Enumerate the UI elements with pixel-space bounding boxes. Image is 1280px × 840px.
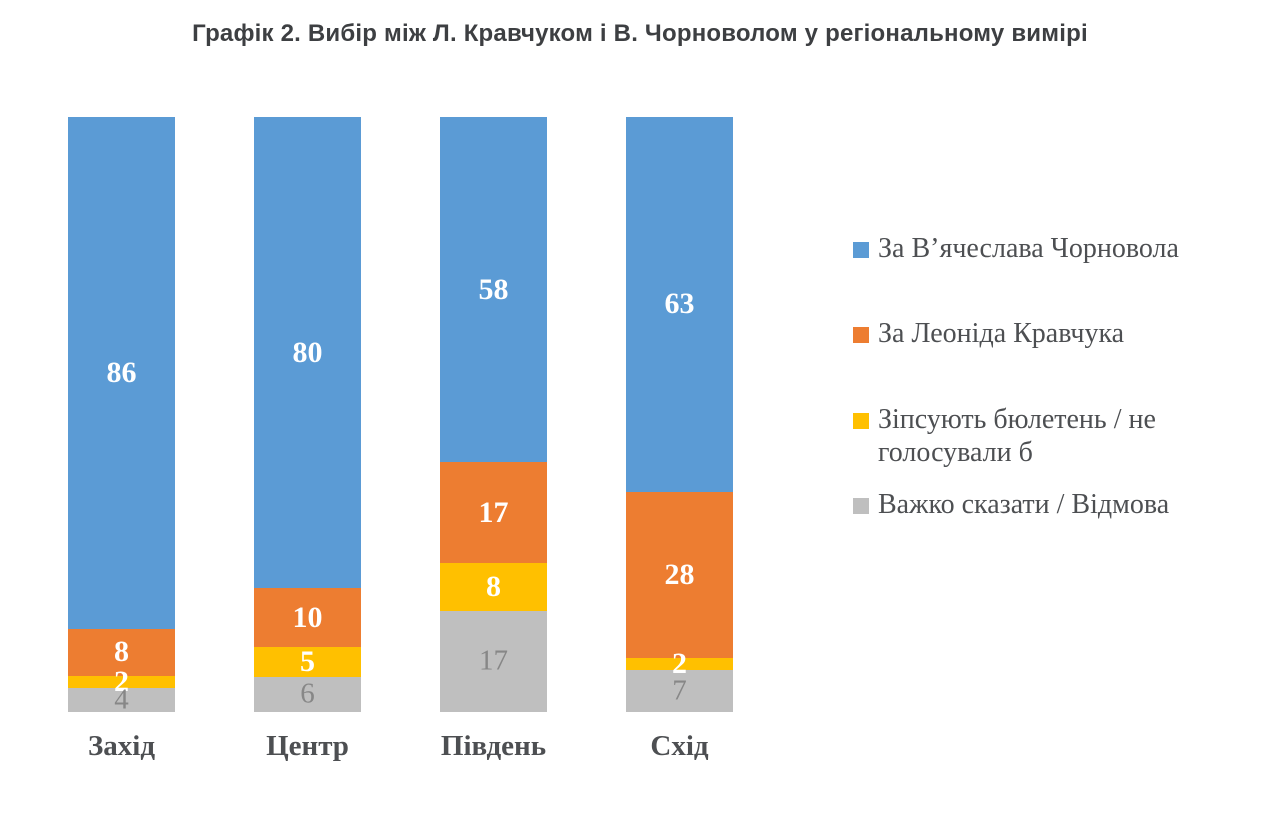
legend-label: Зіпсують бюлетень / не голосували б bbox=[878, 404, 1156, 468]
plot-area: 86 8 2 4 Захід 80 10 5 6 Центр 58 17 8 17 Південь 63 28 2… bbox=[0, 117, 1280, 762]
segment-value-label: 7 bbox=[672, 674, 687, 707]
legend-label: Важко сказати / Відмова bbox=[878, 489, 1170, 520]
bar-segment: 28 bbox=[626, 491, 733, 659]
bar-segment: 63 bbox=[626, 117, 733, 492]
bar-segment: 2 bbox=[626, 649, 733, 679]
bar-segment: 17 bbox=[440, 610, 547, 712]
category-label: Схід bbox=[650, 730, 709, 762]
legend-item: За В’ячеслава Чорновола bbox=[853, 232, 1253, 265]
bar-segment: 10 bbox=[254, 588, 361, 648]
segment-value-label: 2 bbox=[672, 647, 687, 681]
legend-item: Зіпсують бюлетень / не голосували б bbox=[853, 403, 1253, 469]
bar-segment: 80 bbox=[254, 117, 361, 589]
segment-value-label: 80 bbox=[292, 335, 323, 369]
segment-value-label: 63 bbox=[664, 287, 695, 321]
bar-segment: 2 bbox=[68, 667, 175, 697]
bar-segment: 5 bbox=[254, 644, 361, 678]
category-label: Південь bbox=[440, 730, 547, 762]
bar-segment: 86 bbox=[68, 117, 175, 629]
segment-value-label: 10 bbox=[292, 600, 323, 634]
segment-value-label: 8 bbox=[114, 635, 129, 669]
segment-value-label: 58 bbox=[478, 272, 509, 306]
segment-value-label: 8 bbox=[486, 570, 501, 604]
bar-segment: 4 bbox=[68, 683, 175, 716]
segment-value-label: 17 bbox=[478, 495, 509, 529]
segment-value-label: 5 bbox=[300, 644, 315, 678]
bar-segment: 6 bbox=[254, 676, 361, 712]
legend-label: За В’ячеслава Чорновола bbox=[878, 233, 1179, 264]
stacked-bar-2: 80 10 5 6 bbox=[254, 117, 361, 712]
category-label: Центр bbox=[266, 730, 349, 762]
segment-value-label: 28 bbox=[664, 558, 695, 592]
stacked-bar-4: 63 28 2 7 bbox=[626, 117, 733, 712]
bar-segment: 17 bbox=[440, 462, 547, 564]
legend-item: За Леоніда Кравчука bbox=[853, 317, 1253, 350]
segment-value-label: 6 bbox=[300, 677, 315, 710]
segment-value-label: 2 bbox=[114, 665, 129, 699]
category-label: Захід bbox=[87, 730, 156, 762]
legend-color-swatch bbox=[853, 413, 869, 429]
legend: За В’ячеслава Чорновола За Леоніда Кравчу… bbox=[853, 0, 1263, 840]
segment-value-label: 4 bbox=[114, 683, 129, 716]
legend-label: За Леоніда Кравчука bbox=[878, 318, 1125, 349]
segment-value-label: 17 bbox=[479, 644, 508, 677]
legend-item: Важко сказати / Відмова bbox=[853, 488, 1253, 521]
bar-segment: 7 bbox=[626, 670, 733, 712]
bar-segment: 8 bbox=[440, 563, 547, 611]
legend-color-swatch bbox=[853, 498, 869, 514]
bar-segment: 8 bbox=[68, 628, 175, 677]
stacked-bar-3: 58 17 8 17 bbox=[440, 117, 547, 712]
segment-value-label: 86 bbox=[106, 355, 137, 389]
legend-color-swatch bbox=[853, 242, 869, 258]
stacked-bar-1: 86 8 2 4 bbox=[68, 117, 175, 716]
bar-segment: 58 bbox=[440, 117, 547, 463]
legend-color-swatch bbox=[853, 327, 869, 343]
chart-title: Графік 2. Вибір між Л. Кравчуком і В. Чо… bbox=[192, 20, 1088, 47]
